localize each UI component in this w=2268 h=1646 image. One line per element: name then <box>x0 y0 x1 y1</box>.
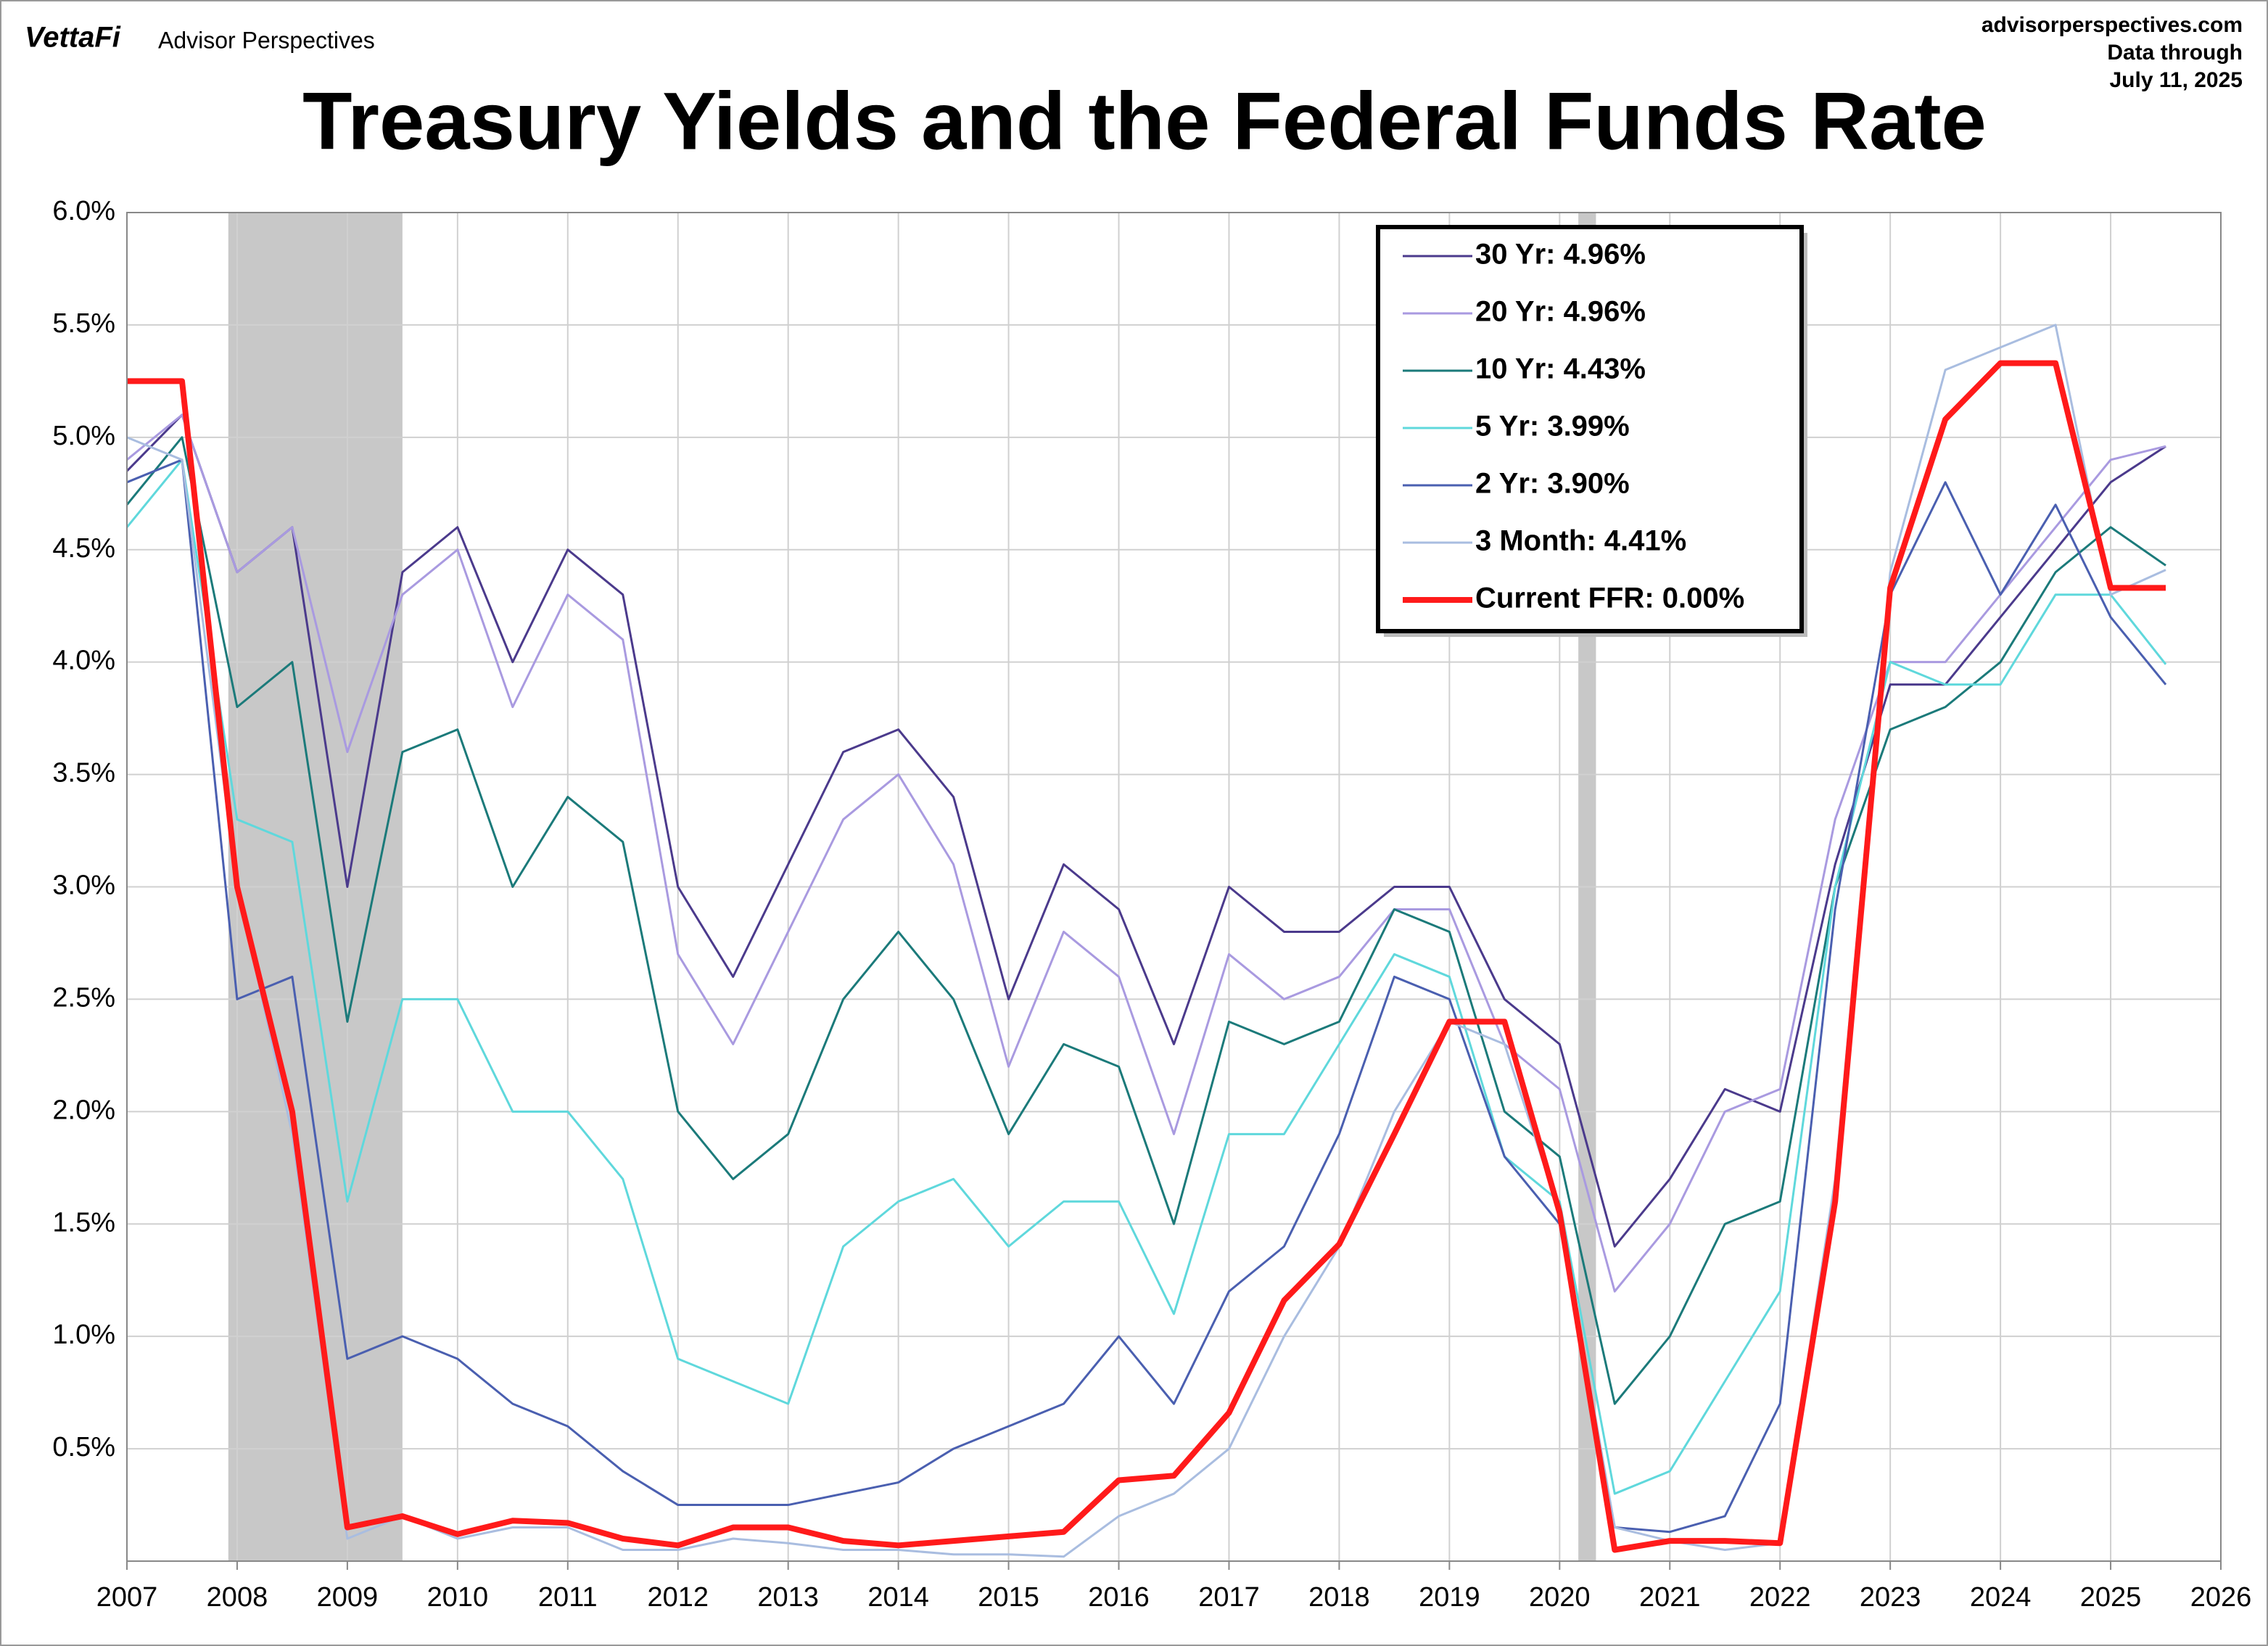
x-tick-label: 2019 <box>1419 1582 1480 1613</box>
brand-sub: Advisor Perspectives <box>158 27 375 53</box>
brand: VettaFi <box>25 22 121 54</box>
series-line <box>126 458 2167 1534</box>
x-tick-label: 2021 <box>1639 1582 1701 1613</box>
x-tick-label: 2013 <box>757 1582 819 1613</box>
legend-label: 3 Month: 4.41% <box>1475 525 1686 557</box>
legend-label: 20 Yr: 4.96% <box>1475 296 1646 328</box>
x-tick-label: 2009 <box>317 1582 379 1613</box>
y-tick-label: 3.0% <box>52 871 115 901</box>
x-tick-label: 2011 <box>538 1582 598 1613</box>
y-tick-label: 4.5% <box>52 533 115 564</box>
x-tick-label: 2017 <box>1198 1582 1260 1613</box>
series-line <box>126 413 2166 1293</box>
plot-border <box>126 212 2222 1562</box>
y-tick-label: 3.5% <box>52 758 115 789</box>
note: Data through <box>2107 41 2243 65</box>
series-line <box>125 436 2166 1405</box>
x-tick-label: 2010 <box>427 1582 489 1613</box>
y-tick-label: 2.0% <box>52 1095 115 1125</box>
x-tick-label: 2025 <box>2080 1582 2142 1613</box>
legend-label: 10 Yr: 4.43% <box>1475 353 1646 385</box>
y-tick-label: 6.0% <box>52 196 115 226</box>
series-line <box>127 360 2166 1553</box>
y-tick-label: 5.0% <box>52 421 115 451</box>
x-tick-label: 2023 <box>1860 1582 1921 1613</box>
chart-title: Treasury Yields and the Federal Funds Ra… <box>302 76 1987 167</box>
x-tick-label: 2022 <box>1749 1582 1811 1613</box>
x-tick-label: 2026 <box>2190 1582 2252 1613</box>
legend-label: Current FFR: 0.00% <box>1475 583 1744 614</box>
x-tick-label: 2015 <box>978 1582 1039 1613</box>
x-tick-label: 2012 <box>647 1582 709 1613</box>
legend-label: 2 Yr: 3.90% <box>1475 468 1630 500</box>
note: July 11, 2025 <box>2110 68 2243 92</box>
x-tick-label: 2007 <box>96 1582 158 1613</box>
x-tick-label: 2020 <box>1529 1582 1591 1613</box>
x-tick-label: 2016 <box>1088 1582 1150 1613</box>
y-tick-label: 1.0% <box>52 1320 115 1350</box>
y-tick-label: 2.5% <box>52 982 115 1013</box>
x-tick-label: 2008 <box>207 1582 268 1613</box>
series-line <box>125 413 2166 1248</box>
site: advisorperspectives.com <box>1982 13 2243 37</box>
legend-label: 30 Yr: 4.96% <box>1475 239 1646 271</box>
series-line <box>126 324 2166 1558</box>
x-tick-label: 2018 <box>1308 1582 1370 1613</box>
y-tick-label: 1.5% <box>52 1207 115 1238</box>
x-tick-label: 2014 <box>867 1582 929 1613</box>
x-tick-label: 2024 <box>1970 1582 2032 1613</box>
legend-label: 5 Yr: 3.99% <box>1475 411 1630 443</box>
series-line <box>125 458 2167 1495</box>
y-tick-label: 0.5% <box>52 1432 115 1462</box>
y-tick-label: 5.5% <box>52 308 115 339</box>
y-tick-label: 4.0% <box>52 646 115 676</box>
